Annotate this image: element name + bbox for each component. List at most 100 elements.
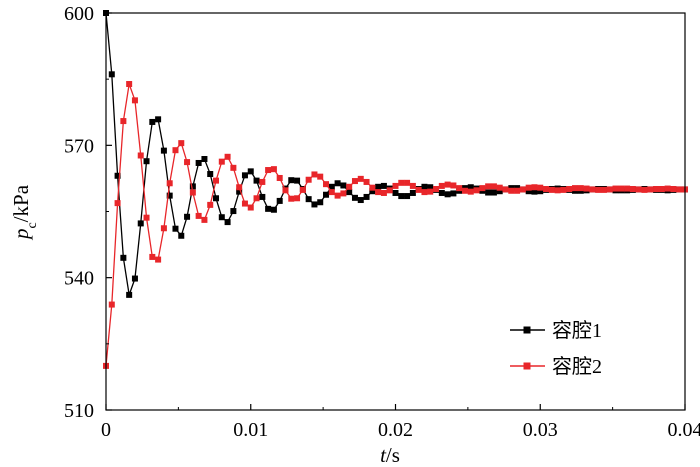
series-2-point	[618, 185, 625, 192]
series-2-point	[606, 186, 613, 193]
series-2-point	[537, 184, 544, 191]
x-axis-title: t/s	[380, 443, 400, 467]
series-2-point	[467, 188, 474, 195]
legend-marker-series-2	[523, 362, 531, 370]
y-axis: 510 540 570 600	[64, 3, 112, 422]
series-2-point	[490, 183, 497, 190]
x-tick-label: 0	[101, 419, 111, 441]
series-2-point	[328, 189, 335, 196]
series-1-point	[288, 177, 295, 184]
series-1-point	[149, 118, 156, 125]
series-1-point	[490, 189, 497, 196]
series-2-point	[108, 301, 115, 308]
series-1-point	[485, 189, 492, 196]
series-1-point	[270, 206, 277, 213]
series-1-point	[375, 183, 382, 190]
series-2-point	[461, 187, 468, 194]
legend-item-1: 容腔1	[510, 319, 602, 342]
series-2-point	[496, 184, 503, 191]
series-1-point	[328, 183, 335, 190]
series-2-point	[189, 189, 196, 196]
series-2-point	[282, 187, 289, 194]
y-tick-label: 600	[64, 3, 94, 25]
series-2-point	[635, 186, 642, 193]
series-2-point	[421, 189, 428, 196]
series-2-point	[647, 186, 654, 193]
series-1-point	[363, 193, 370, 200]
plot-area	[103, 10, 688, 369]
series-1-point	[340, 182, 347, 189]
series-1-point	[294, 177, 301, 184]
series-1-point	[218, 214, 225, 221]
series-2-point	[670, 186, 677, 192]
series-2-point	[554, 187, 561, 194]
series-2-point	[560, 186, 567, 193]
series-1-point	[427, 184, 434, 191]
series-1-point	[207, 171, 214, 178]
series-2-point	[120, 118, 127, 125]
series-2-point	[276, 174, 283, 181]
series-1-point	[126, 291, 133, 298]
series-2-point	[571, 185, 578, 192]
series-2-point	[398, 179, 405, 186]
series-2-point	[369, 184, 376, 191]
series-2-point	[450, 182, 457, 189]
series-1-point	[189, 183, 196, 190]
series-2-point	[415, 186, 422, 193]
series-2-point	[438, 182, 445, 189]
series-2-point	[664, 185, 671, 192]
series-2-point	[629, 186, 636, 192]
series-2-point	[137, 152, 144, 159]
series-1-point	[178, 232, 185, 239]
series-2-point	[172, 147, 179, 154]
legend-marker-series-1	[523, 326, 531, 334]
series-2-point	[612, 185, 619, 192]
series-2-point	[525, 184, 532, 191]
series-1-point	[131, 275, 138, 282]
series-2-point	[624, 185, 631, 192]
y-axis-title: pc/kPa	[9, 184, 40, 241]
series-2-point	[485, 183, 492, 190]
series-2-point	[473, 187, 480, 194]
series-1-point	[108, 71, 115, 78]
series-1-point	[537, 188, 544, 195]
series-2-point	[363, 178, 370, 185]
x-tick-label: 0.04	[668, 419, 700, 441]
series-2-point	[259, 178, 266, 185]
series-2-point	[334, 192, 341, 199]
series-2-point	[346, 183, 353, 190]
legend: 容腔1 容腔2	[510, 319, 602, 378]
x-tick-label: 0.03	[523, 419, 558, 441]
series-2-point	[658, 186, 665, 192]
series-2-point	[676, 186, 683, 193]
series-1-point	[305, 196, 312, 203]
series-1-point	[392, 189, 399, 196]
series-2-point	[577, 185, 584, 192]
series-2-point	[653, 186, 660, 192]
y-tick-label: 570	[64, 135, 94, 157]
series-2-point	[195, 212, 202, 219]
series-1-point	[398, 193, 405, 200]
series-1-point	[317, 199, 324, 206]
series-1-point	[276, 197, 283, 204]
series-1-point	[323, 191, 330, 198]
series-2-point	[375, 189, 382, 196]
series-2-point	[531, 184, 538, 191]
series-2-point	[288, 195, 295, 202]
series-2-point	[543, 186, 550, 192]
series-2-point	[184, 159, 191, 166]
legend-item-2: 容腔2	[510, 355, 602, 378]
series-1-point	[155, 116, 162, 123]
y-tick-label: 540	[64, 268, 94, 290]
series-2-point	[143, 214, 150, 221]
series-2-point	[155, 256, 162, 263]
series-2	[103, 81, 688, 369]
series-1-point	[311, 201, 318, 208]
series-2-point	[247, 204, 254, 211]
series-1-point	[184, 213, 191, 220]
series-2-point	[207, 201, 214, 208]
series-1-point	[369, 188, 376, 195]
series-2-point	[299, 186, 306, 193]
series-1-point	[201, 156, 208, 163]
series-2-point	[456, 185, 463, 192]
